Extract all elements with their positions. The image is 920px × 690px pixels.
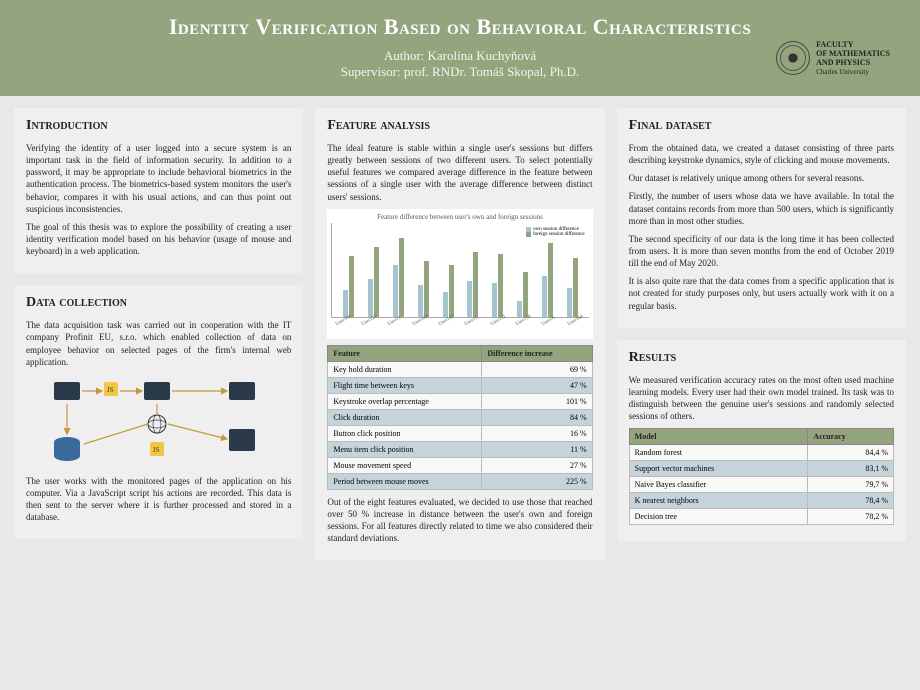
table-row: Period between mouse moves225 % [328, 473, 592, 489]
table-row: K nearest neighbors78,4 % [629, 493, 893, 509]
svg-text:JS: JS [107, 386, 114, 394]
faculty-text: FACULTY OF MATHEMATICS AND PHYSICS Charl… [816, 40, 890, 76]
th-acc: Accuracy [808, 429, 894, 445]
col-mid: Feature analysis The ideal feature is st… [315, 108, 604, 678]
panel-results: Results We measured verification accurac… [617, 340, 906, 542]
th-feature: Feature [328, 345, 482, 361]
final-heading: Final dataset [629, 118, 894, 134]
panel-feature: Feature analysis The ideal feature is st… [315, 108, 604, 560]
collect-p2: The user works with the monitored pages … [26, 475, 291, 524]
body: Introduction Verifying the identity of a… [0, 96, 920, 690]
intro-p2: The goal of this thesis was to explore t… [26, 221, 291, 257]
panel-intro: Introduction Verifying the identity of a… [14, 108, 303, 273]
feat-heading: Feature analysis [327, 118, 592, 134]
chart-title: Feature difference between user's own an… [331, 213, 588, 221]
table-row: Random forest84,4 % [629, 445, 893, 461]
final-p1: From the obtained data, we created a dat… [629, 142, 894, 166]
final-p3: Firstly, the number of users whose data … [629, 190, 894, 226]
chart-bars: own session difference foreign session d… [331, 223, 588, 318]
seal-icon [776, 41, 810, 75]
table-row: Naive Bayes classifier79,7 % [629, 477, 893, 493]
table-row: Button click position16 % [328, 425, 592, 441]
table-row: Flight time between keys47 % [328, 377, 592, 393]
panel-collection: Data collection The data acquisition tas… [14, 285, 303, 539]
table-row: Click duration84 % [328, 409, 592, 425]
intro-p1: Verifying the identity of a user logged … [26, 142, 291, 215]
data-flow-diagram: JS JS [26, 374, 291, 469]
results-p1: We measured verification accuracy rates … [629, 374, 894, 423]
results-heading: Results [629, 350, 894, 366]
table-row: Key hold duration69 % [328, 361, 592, 377]
poster: Identity Verification Based on Behaviora… [0, 0, 920, 690]
collect-heading: Data collection [26, 295, 291, 311]
svg-text:JS: JS [153, 446, 160, 454]
table-row: Decision tree78,2 % [629, 509, 893, 525]
feat-p2: Out of the eight features evaluated, we … [327, 496, 592, 545]
title: Identity Verification Based on Behaviora… [28, 14, 892, 40]
results-table: ModelAccuracy Random forest84,4 %Support… [629, 428, 894, 525]
feat-p1: The ideal feature is stable within a sin… [327, 142, 592, 203]
table-row: Mouse movement speed27 % [328, 457, 592, 473]
collect-p1: The data acquisition task was carried ou… [26, 319, 291, 368]
final-p4: The second specificity of our data is th… [629, 233, 894, 269]
final-p2: Our dataset is relatively unique among o… [629, 172, 894, 184]
intro-heading: Introduction [26, 118, 291, 134]
author: Author: Karolína Kuchyňová [28, 48, 892, 64]
table-row: Support vector machines83,1 % [629, 461, 893, 477]
th-diff: Difference increase [482, 345, 592, 361]
supervisor: Supervisor: prof. RNDr. Tomáš Skopal, Ph… [28, 64, 892, 80]
table-row: Keystroke overlap percentage101 % [328, 393, 592, 409]
chart-xlabels: User104User121User13User143User145User15… [331, 318, 588, 323]
final-p5: It is also quite rare that the data come… [629, 275, 894, 311]
col-right: Final dataset From the obtained data, we… [617, 108, 906, 678]
chart-legend: own session difference foreign session d… [524, 225, 587, 239]
feature-table: FeatureDifference increase Key hold dura… [327, 345, 592, 490]
header: Identity Verification Based on Behaviora… [0, 0, 920, 96]
th-model: Model [629, 429, 808, 445]
feature-chart: Feature difference between user's own an… [327, 209, 592, 339]
col-left: Introduction Verifying the identity of a… [14, 108, 303, 678]
panel-final: Final dataset From the obtained data, we… [617, 108, 906, 328]
faculty-logo: FACULTY OF MATHEMATICS AND PHYSICS Charl… [776, 40, 890, 76]
table-row: Menu item click position11 % [328, 441, 592, 457]
